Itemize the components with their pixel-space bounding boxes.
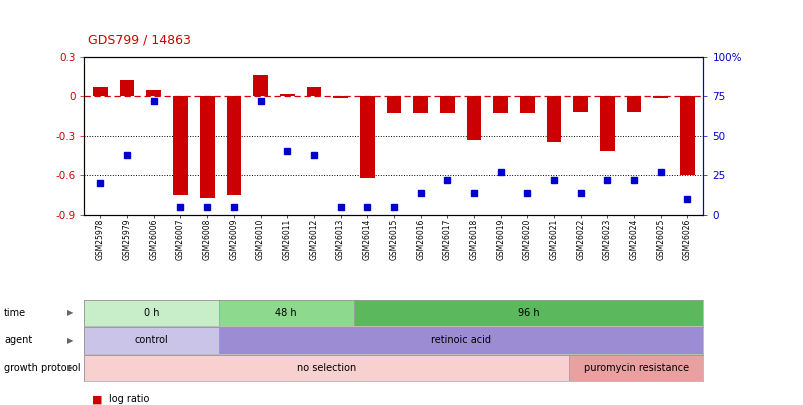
Text: 96 h: 96 h xyxy=(517,308,539,318)
Bar xyxy=(520,96,534,113)
Bar xyxy=(413,96,427,113)
Bar xyxy=(466,96,481,140)
Bar xyxy=(226,96,241,195)
Text: no selection: no selection xyxy=(296,363,356,373)
Bar xyxy=(679,96,694,175)
Text: time: time xyxy=(4,308,26,318)
Bar xyxy=(93,87,108,96)
Bar xyxy=(173,96,188,195)
Text: retinoic acid: retinoic acid xyxy=(430,335,491,345)
Bar xyxy=(599,96,614,151)
Bar xyxy=(386,96,401,113)
Bar xyxy=(218,300,353,326)
Bar xyxy=(120,80,134,96)
Bar xyxy=(84,300,218,326)
Text: puromycin resistance: puromycin resistance xyxy=(583,363,688,373)
Text: 0 h: 0 h xyxy=(144,308,159,318)
Text: GDS799 / 14863: GDS799 / 14863 xyxy=(88,34,191,47)
Text: 48 h: 48 h xyxy=(275,308,297,318)
Bar xyxy=(146,90,161,96)
Text: ▶: ▶ xyxy=(67,336,74,345)
Bar xyxy=(200,96,214,198)
Bar xyxy=(84,355,569,381)
Bar xyxy=(569,355,703,381)
Bar xyxy=(626,96,641,112)
Bar xyxy=(439,96,454,113)
Text: log ratio: log ratio xyxy=(108,394,149,404)
Bar xyxy=(253,75,267,96)
Text: growth protocol: growth protocol xyxy=(4,363,80,373)
Text: ■: ■ xyxy=(92,394,103,404)
Text: ▶: ▶ xyxy=(67,308,74,318)
Bar xyxy=(653,96,667,98)
Bar xyxy=(332,96,348,98)
Text: agent: agent xyxy=(4,335,32,345)
Text: control: control xyxy=(135,335,169,345)
Text: ▶: ▶ xyxy=(67,363,74,373)
Bar xyxy=(84,327,218,354)
Bar xyxy=(279,94,294,96)
Bar xyxy=(546,96,560,142)
Bar xyxy=(573,96,587,112)
Bar xyxy=(218,327,703,354)
Bar xyxy=(353,300,703,326)
Bar xyxy=(306,87,321,96)
Bar xyxy=(360,96,374,178)
Bar xyxy=(493,96,507,113)
